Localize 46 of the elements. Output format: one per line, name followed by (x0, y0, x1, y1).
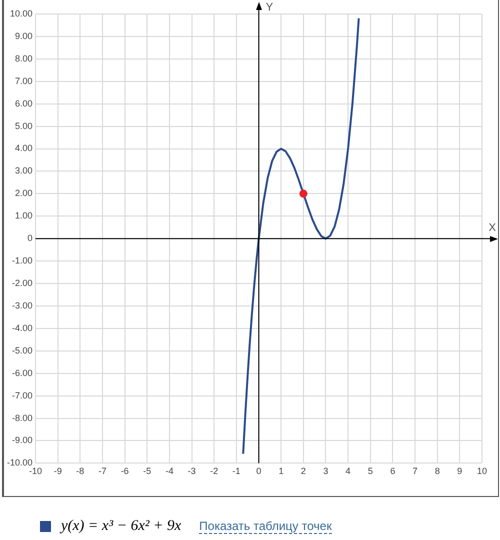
y-tick-label: -4.00 (12, 322, 33, 333)
y-tick-label: 1.00 (14, 210, 33, 221)
y-tick-label: 3.00 (14, 166, 33, 176)
y-tick-label: 2.00 (14, 188, 33, 198)
y-tick-label: 8.00 (14, 53, 33, 64)
y-tick-label: -2.00 (12, 278, 33, 288)
x-tick-label: 10 (476, 466, 488, 476)
x-tick-label: 0 (256, 466, 262, 476)
y-axis-title: Y (266, 2, 274, 14)
x-tick-label: -8 (76, 466, 84, 476)
x-tick-label: -4 (165, 466, 174, 476)
x-axis-title: X (488, 222, 497, 234)
y-tick-label: -7.00 (12, 390, 33, 400)
x-tick-label: -2 (210, 466, 218, 476)
text: Показать таблицу точек (199, 519, 332, 534)
x-tick-label: -10 (29, 466, 42, 476)
y-tick-label: 5.00 (14, 120, 33, 131)
y-tick-label: -10.00 (6, 458, 33, 468)
y-tick-label: -8.00 (12, 412, 33, 423)
y-tick-label: -9.00 (12, 435, 33, 446)
x-tick-label: -9 (54, 466, 62, 476)
y-tick-label: 10.00 (10, 8, 33, 18)
y-tick-label: 4.00 (14, 143, 33, 154)
x-tick-label: 7 (412, 466, 418, 476)
x-tick-label: 1 (278, 466, 284, 476)
x-tick-label: -6 (120, 466, 129, 476)
x-tick-label: 9 (457, 466, 462, 476)
y-tick-label: -5.00 (12, 345, 33, 356)
legend-label: y(x) = x³ − 6x² + 9x (61, 518, 182, 535)
x-tick-label: 6 (390, 466, 396, 476)
y-tick-label: -6.00 (12, 368, 33, 378)
y-tick-label: -3.00 (12, 300, 33, 310)
y-tick-label: -1.00 (12, 256, 33, 266)
x-tick-label: 4 (346, 466, 351, 476)
y-tick-label: 9.00 (14, 30, 33, 41)
x-tick-label: -5 (143, 466, 152, 476)
x-tick-label: -7 (98, 466, 106, 476)
x-tick-label: 8 (434, 466, 440, 476)
x-tick-label: -3 (188, 466, 196, 476)
y-tick-label: 7.00 (14, 76, 33, 86)
y-tick-label: 6.00 (14, 98, 33, 108)
x-tick-label: 2 (300, 466, 306, 476)
y-tick-label: 0 (28, 233, 33, 244)
x-tick-label: 3 (323, 466, 328, 476)
x-tick-label: -1 (232, 466, 240, 476)
x-tick-label: 5 (368, 466, 373, 476)
